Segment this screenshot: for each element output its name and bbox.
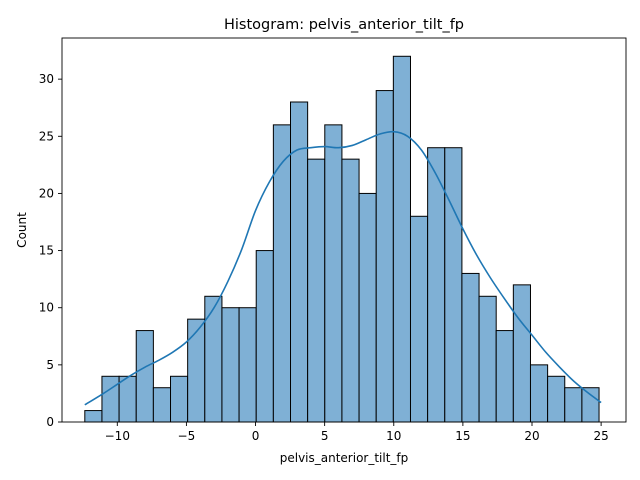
histogram-bars: [84, 55, 600, 423]
plot-frame: [61, 37, 627, 423]
histogram-bar: [341, 158, 360, 423]
y-axis-ticks: 0 5 10 15 20 25 30: [39, 72, 62, 429]
x-tick-label: −5: [178, 429, 196, 443]
histogram-bar: [84, 410, 103, 423]
x-axis-label: pelvis_anterior_tilt_fp: [280, 451, 409, 465]
chart-title: Histogram: pelvis_anterior_tilt_fp: [224, 17, 464, 33]
histogram-bar: [427, 147, 446, 423]
y-tick-label: 10: [39, 301, 54, 315]
histogram-bar: [461, 272, 480, 423]
histogram-bar: [375, 90, 394, 423]
x-tick-label: −10: [105, 429, 130, 443]
histogram-bar: [118, 375, 137, 423]
histogram-bar: [221, 307, 240, 423]
y-tick-label: 20: [39, 186, 54, 200]
y-tick-label: 15: [39, 244, 54, 258]
histogram-bar: [529, 364, 549, 423]
histogram-bar: [512, 284, 531, 423]
y-axis-label: Count: [15, 212, 29, 248]
histogram-bar: [170, 375, 189, 423]
histogram-bar: [255, 250, 274, 423]
histogram-bar: [135, 330, 154, 423]
x-tick-label: 20: [524, 429, 539, 443]
x-tick-label: 15: [455, 429, 470, 443]
histogram-bar: [564, 387, 583, 423]
histogram-bar: [272, 124, 292, 423]
histogram-bar: [392, 55, 411, 423]
x-tick-label: 5: [321, 429, 329, 443]
x-tick-label: 0: [252, 429, 260, 443]
histogram-bar: [478, 295, 497, 423]
x-axis-ticks: −10 −5 0 5 10 15 20 25: [105, 422, 609, 443]
histogram-bar: [547, 375, 566, 423]
x-tick-label: 10: [386, 429, 401, 443]
histogram-bar: [307, 158, 326, 423]
histogram-bar: [581, 387, 600, 423]
histogram-bar: [444, 147, 463, 423]
histogram-bar: [324, 124, 343, 423]
histogram-bar: [358, 192, 377, 423]
histogram-bar: [187, 318, 206, 423]
histogram-bar: [204, 295, 223, 423]
histogram-bar: [152, 387, 172, 423]
y-tick-label: 0: [46, 415, 54, 429]
y-tick-label: 5: [46, 358, 54, 372]
histogram-bar: [101, 375, 120, 423]
histogram-bar: [409, 215, 429, 423]
histogram-bar: [495, 330, 514, 423]
x-tick-label: 25: [593, 429, 608, 443]
kde-curve: [84, 130, 602, 406]
histogram-bar: [238, 307, 257, 423]
y-tick-label: 25: [39, 129, 54, 143]
y-tick-label: 30: [39, 72, 54, 86]
